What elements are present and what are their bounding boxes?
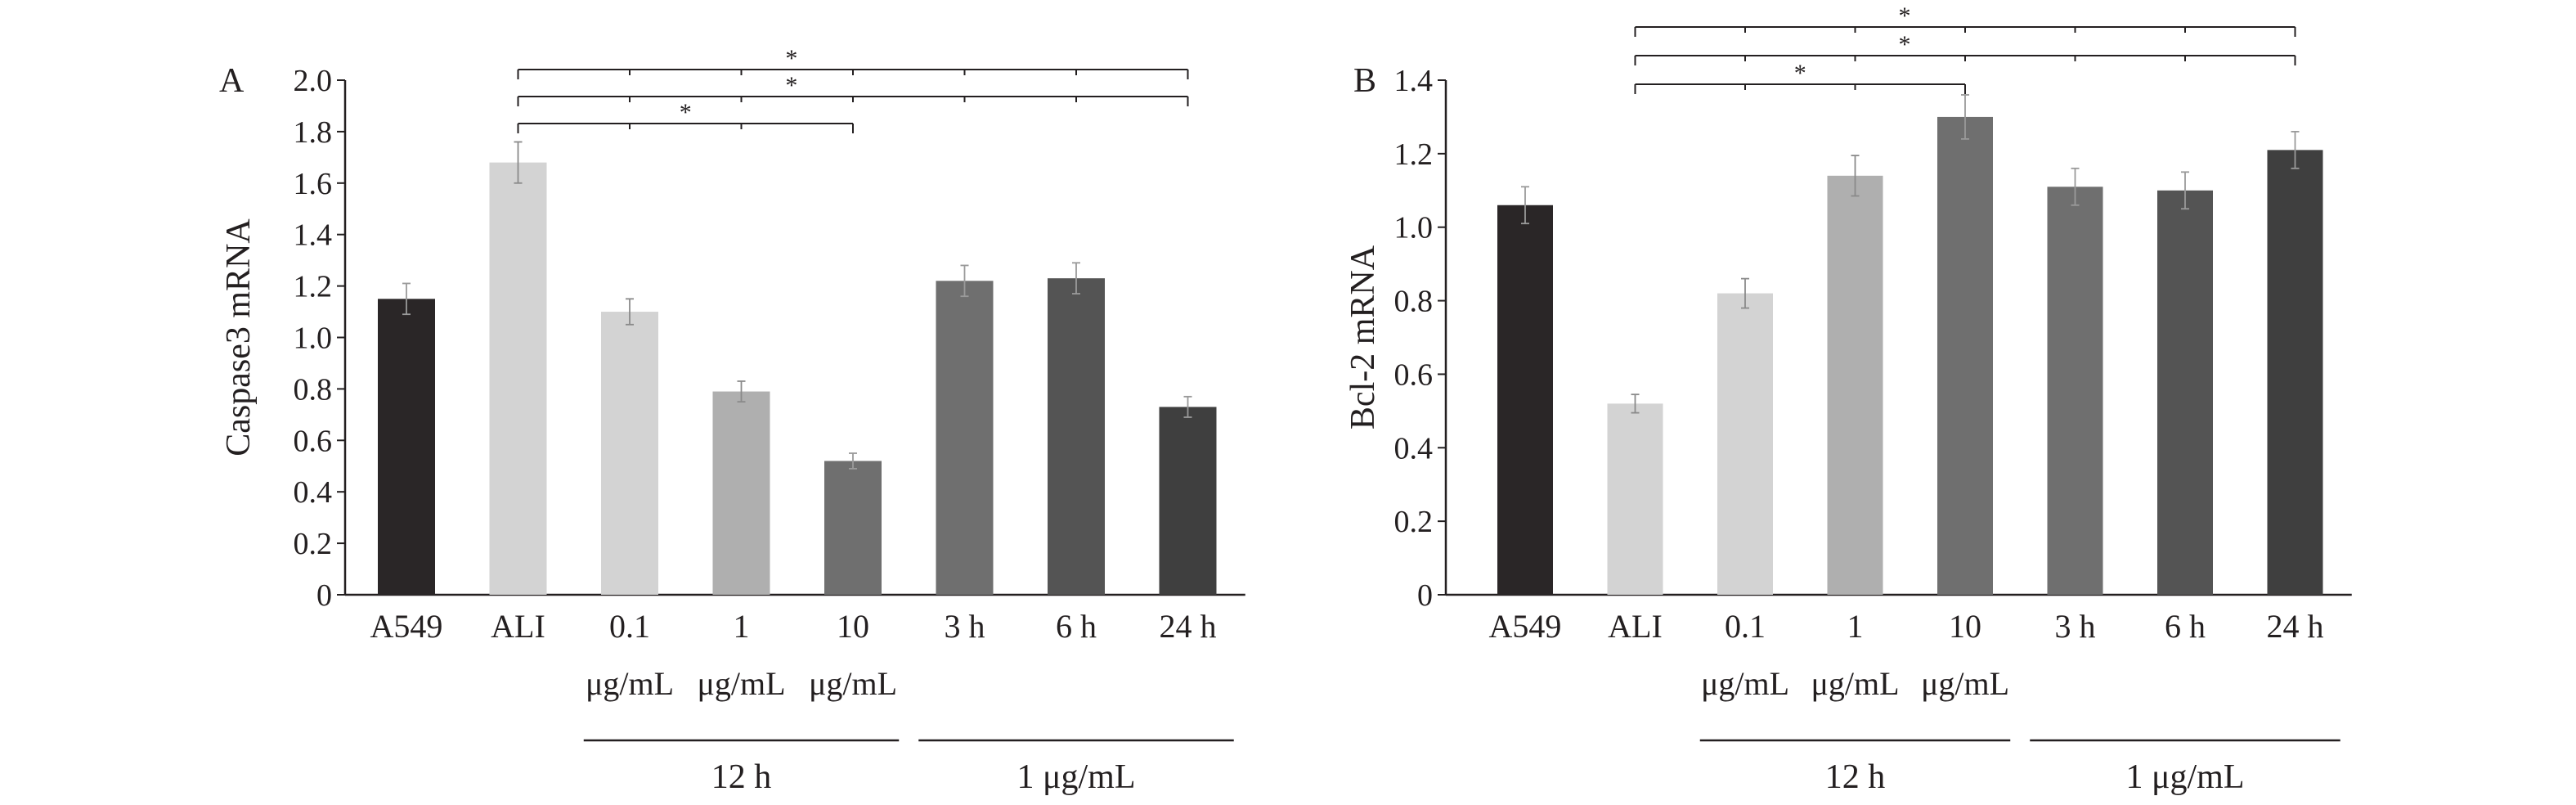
panel-b-group-label: 1 μg/mL	[2125, 758, 2244, 796]
panel-a-x-tick-label: ALI	[491, 608, 545, 645]
panel-a-x-tick-label: 10	[837, 608, 869, 645]
panel-b-bar	[1717, 293, 1773, 595]
panel-b-y-tick-label: 0.4	[1394, 431, 1434, 465]
panel-b-label: B	[1353, 62, 1376, 100]
panel-b: B Bcl-2 mRNA 0 0.2 0.4 0.6 0.8 1.0 1.2 1.4 A549 ALI…	[1344, 2, 2352, 796]
panel-a-x-unit-label: μg/mL	[586, 665, 674, 702]
panel-a-y-tick-label: 0.6	[294, 424, 333, 458]
panel-a-sig-star: *	[785, 72, 797, 99]
panel-a-x-tick-label: 3 h	[945, 608, 985, 645]
panel-b-y-tick-label: 0.2	[1394, 505, 1434, 539]
panel-b-y-tick-label: 0.8	[1394, 285, 1434, 319]
panel-b-y-axis-label: Bcl-2 mRNA	[1344, 245, 1382, 429]
panel-a-x-tick-label: 6 h	[1056, 608, 1097, 645]
panel-a-y-tick-label: 1.2	[294, 270, 333, 304]
panel-b-bar	[2267, 150, 2323, 596]
panel-b-x-tick-label: 10	[1949, 608, 1981, 645]
panel-a-y-tick-label: 0	[316, 578, 332, 613]
panel-a-group-label: 1 μg/mL	[1016, 758, 1135, 796]
panel-a-y-tick-label: 1.6	[294, 167, 333, 201]
panel-a-y-axis-label: Caspase3 mRNA	[220, 218, 258, 456]
panel-b-bar	[1827, 175, 1883, 596]
panel-b-y-tick-label: 1.4	[1394, 64, 1434, 98]
panel-a-bar	[1159, 407, 1217, 595]
panel-b-x-tick-label: 3 h	[2055, 608, 2096, 645]
panel-b-x-tick-label: 24 h	[2267, 608, 2324, 645]
panel-b-group-label: 12 h	[1825, 758, 1886, 796]
panel-b-x-unit-label: μg/mL	[1811, 665, 1899, 702]
panel-a-group-label: 12 h	[711, 758, 772, 796]
panel-b-x-tick-label: 0.1	[1725, 608, 1766, 645]
panel-a-bar	[1048, 278, 1105, 595]
panel-a-y-tick-label: 1.8	[294, 115, 333, 150]
panel-b-x-unit-label: μg/mL	[1921, 665, 2009, 702]
panel-a-label: A	[219, 62, 245, 100]
panel-a-y-tick-label: 0.4	[294, 475, 333, 510]
panel-b-sig-star: *	[1899, 2, 1911, 29]
panel-b-y-tick-label: 0.6	[1394, 358, 1434, 392]
panel-b-bar	[2157, 190, 2213, 596]
panel-a-y-tick-label: 0.8	[294, 372, 333, 407]
panel-a-sig-star: *	[680, 99, 692, 126]
panel-b-x-tick-label: ALI	[1608, 608, 1663, 645]
panel-a-x-unit-label: μg/mL	[809, 665, 897, 702]
panel-b-y-tick-label: 1.2	[1394, 137, 1434, 172]
panel-b-bar	[1497, 205, 1553, 595]
panel-b-bar	[1937, 116, 1993, 595]
panel-a-x-unit-label: μg/mL	[697, 665, 785, 702]
panel-b-sig-star: *	[1899, 31, 1911, 58]
panel-a-y-tick-label: 1.4	[294, 218, 333, 253]
panel-b-x-unit-label: μg/mL	[1701, 665, 1789, 702]
panel-b-bar	[1607, 403, 1663, 595]
panel-a-bar	[712, 391, 770, 595]
panel-a-bar	[824, 461, 882, 595]
panel-a-y-tick-label: 2.0	[294, 64, 333, 98]
panel-a-x-tick-label: 24 h	[1160, 608, 1217, 645]
panel-b-y-tick-label: 1.0	[1394, 211, 1434, 245]
panel-b-y-tick-label: 0	[1417, 578, 1433, 613]
panel-a-bar	[378, 299, 435, 595]
panel-a-y-tick-label: 1.0	[294, 322, 333, 356]
panel-b-x-tick-label: A549	[1489, 608, 1562, 645]
panel-a-x-tick-label: 0.1	[609, 608, 650, 645]
panel-b-sig-star: *	[1794, 60, 1806, 87]
panel-b-bar	[2047, 187, 2103, 596]
panel-a-x-tick-label: A549	[370, 608, 443, 645]
panel-b-x-tick-label: 1	[1847, 608, 1864, 645]
panel-a-y-tick-label: 0.2	[294, 527, 333, 561]
panel-b-x-tick-label: 6 h	[2165, 608, 2206, 645]
panel-a-bar	[601, 312, 658, 595]
panel-a-x-tick-label: 1	[734, 608, 750, 645]
panel-a-bar	[936, 281, 994, 595]
panel-a-sig-star: *	[785, 45, 797, 72]
panel-a: A Caspase3 mRNA 0 0.2 0.4 0.6 0.8 1.0 1.2 1.4 1.6 1…	[219, 45, 1245, 796]
panel-a-bar	[489, 162, 547, 595]
